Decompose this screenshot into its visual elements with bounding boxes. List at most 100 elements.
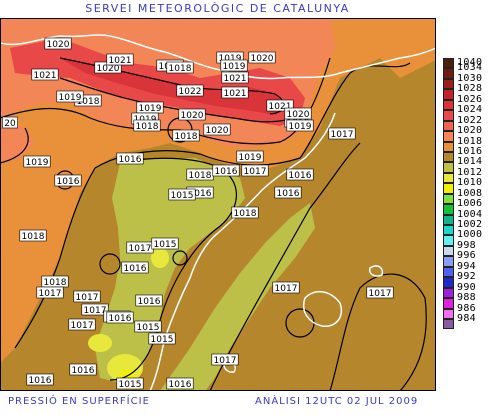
legend-row: 1018 <box>443 136 489 152</box>
legend-swatch <box>443 225 454 236</box>
legend-label: 992 <box>457 271 476 283</box>
legend-row: 1010 <box>443 177 489 194</box>
legend-swatch <box>443 89 454 100</box>
legend-row: 1000 <box>443 229 489 246</box>
isobar-label: 1016 <box>274 186 302 199</box>
legend-row: 1022 <box>443 115 489 132</box>
legend-row: 1016 <box>443 146 489 163</box>
legend-label: 1026 <box>457 93 483 105</box>
analysis-time: ANÀLISI 12UTC 02 JUL 2009 <box>255 396 419 407</box>
svg-text:1017: 1017 <box>84 306 107 316</box>
svg-text:1019: 1019 <box>139 104 162 114</box>
pressure-map: 1020102010211022102110191020102110211018… <box>0 18 436 391</box>
svg-text:1016: 1016 <box>57 177 80 187</box>
isobar-label: 1015 <box>116 377 144 390</box>
legend-label: 1014 <box>457 156 483 168</box>
legend-label: 1006 <box>457 198 483 210</box>
isobar-label: 1021 <box>266 99 294 112</box>
svg-text:1021: 1021 <box>224 74 247 84</box>
legend-swatch <box>443 68 454 79</box>
svg-text:1016: 1016 <box>72 366 95 376</box>
legend-row: 1028 <box>443 83 489 100</box>
isobar-label: 1019 <box>286 119 314 132</box>
legend-label: 1004 <box>457 208 483 220</box>
field-1020-left <box>0 118 35 163</box>
legend-row: 992 <box>443 271 489 288</box>
svg-text:1019: 1019 <box>239 153 262 163</box>
legend-swatch <box>443 99 454 111</box>
legend-label: 1016 <box>457 145 483 157</box>
map-title: SERVEI METEOROLÒGIC DE CATALUNYA <box>85 2 350 15</box>
svg-text:1018: 1018 <box>175 132 198 142</box>
svg-text:1015: 1015 <box>151 335 174 345</box>
isobar-label: 1015 <box>148 332 176 345</box>
isobar-label: 1020 <box>178 108 206 121</box>
legend-row: 998 <box>443 240 489 257</box>
svg-text:1019: 1019 <box>26 158 49 168</box>
legend-swatch <box>443 245 454 257</box>
isobar-label: 1017 <box>366 286 394 299</box>
isobar-label: 1019 <box>56 90 84 103</box>
isobar-label: 1015 <box>134 320 162 333</box>
svg-text:1022: 1022 <box>179 87 202 97</box>
legend-row: 984 <box>443 313 489 330</box>
isobar-label: 1020 <box>284 107 312 120</box>
field-1012-c <box>151 248 169 268</box>
svg-text:1016: 1016 <box>215 167 238 177</box>
field-1012-b <box>88 334 112 352</box>
svg-text:1016: 1016 <box>277 189 300 199</box>
isobar-label: 1018 <box>231 206 259 219</box>
legend-label: 1010 <box>457 177 483 189</box>
legend-row: 1040 <box>443 57 489 69</box>
isobar-label: 1015 <box>168 188 196 201</box>
isobar-label: 1019 <box>23 155 51 168</box>
legend-row: 1006 <box>443 198 489 215</box>
legend-row: 1004 <box>443 209 489 225</box>
legend-row: 1014 <box>443 156 489 173</box>
isobar-label: 1017 <box>272 281 300 294</box>
legend-row: 1008 <box>443 188 489 205</box>
legend-swatch <box>443 308 454 319</box>
legend-row: 1002 <box>443 219 489 236</box>
legend-swatch <box>443 141 454 152</box>
legend-label: 1000 <box>457 229 483 241</box>
isobar-label: 20 <box>2 116 18 129</box>
legend-row: 988 <box>443 292 489 309</box>
svg-text:1017: 1017 <box>214 356 237 366</box>
legend-swatch <box>443 183 454 194</box>
isobar-label: 1020 <box>203 123 231 136</box>
isobar-label: 1016 <box>166 377 194 390</box>
legend-swatch <box>443 131 454 142</box>
isobar-label: 1022 <box>176 84 204 97</box>
field-1014-center <box>95 158 245 383</box>
legend-swatch <box>443 162 454 173</box>
isobar-label: 1021 <box>106 53 134 66</box>
legend-label: 1028 <box>457 83 483 95</box>
isobar-label: 1016 <box>106 311 134 324</box>
legend-row: 1030 <box>443 73 489 90</box>
isobar-label: 1015 <box>151 237 179 250</box>
legend-row: 1034 <box>443 62 489 79</box>
legend-label: 996 <box>457 250 476 262</box>
svg-text:1017: 1017 <box>331 130 354 140</box>
svg-text:1021: 1021 <box>109 56 132 66</box>
legend-row: 996 <box>443 250 489 267</box>
isobar-label: 1019 <box>220 59 248 72</box>
legend-swatch <box>443 120 454 132</box>
svg-text:1018: 1018 <box>234 209 257 219</box>
svg-text:1017: 1017 <box>369 289 392 299</box>
svg-text:1015: 1015 <box>137 323 160 333</box>
isobar-label: 1017 <box>36 286 64 299</box>
svg-text:1016: 1016 <box>289 171 312 181</box>
isobar-label: 1017 <box>126 241 154 254</box>
svg-text:1019: 1019 <box>289 122 312 132</box>
svg-text:1016: 1016 <box>109 314 132 324</box>
legend-label: 1020 <box>457 125 483 137</box>
svg-text:1019: 1019 <box>59 93 82 103</box>
svg-text:1020: 1020 <box>47 40 70 50</box>
legend-row: 994 <box>443 261 489 278</box>
legend-label: 1024 <box>457 104 483 116</box>
legend-swatch <box>443 58 454 69</box>
svg-text:1017: 1017 <box>76 293 99 303</box>
isobar-label: 1018 <box>186 168 214 181</box>
